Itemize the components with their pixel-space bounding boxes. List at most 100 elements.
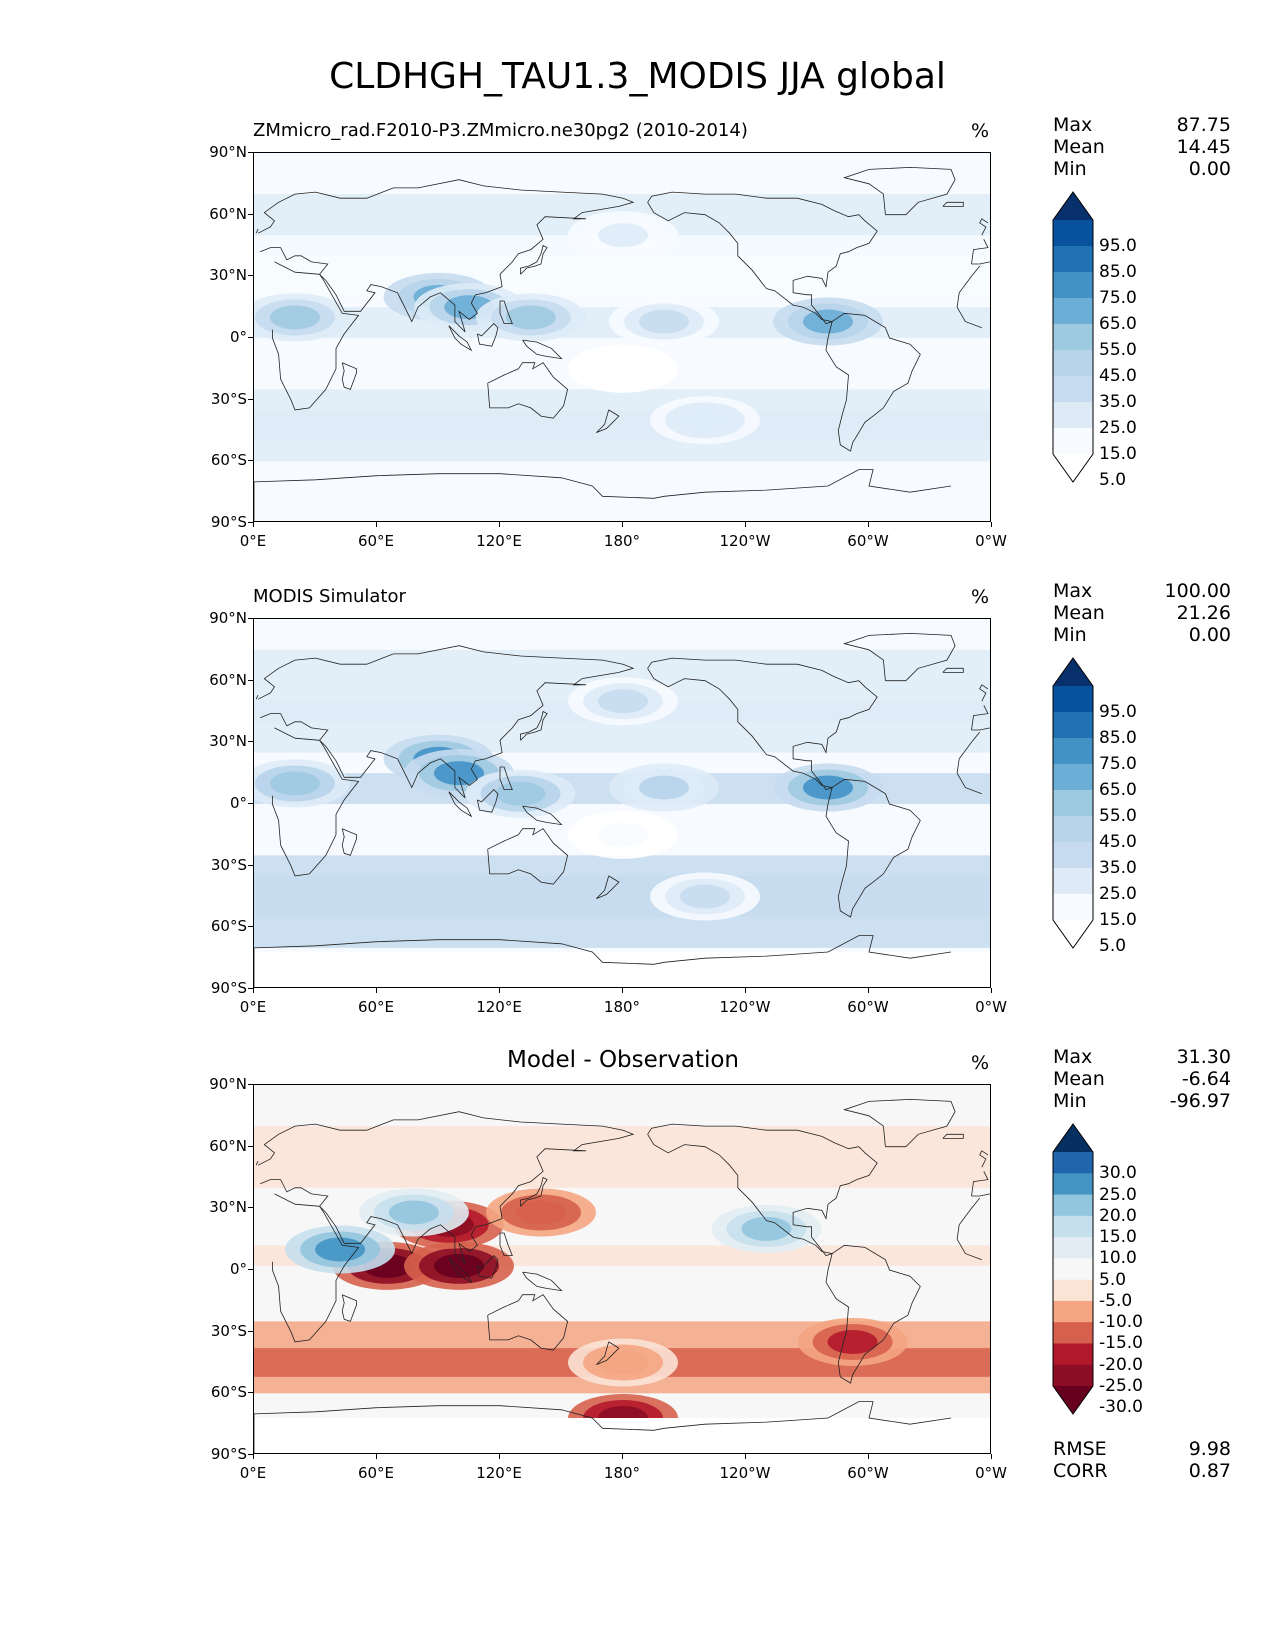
- colorbar-segment: [1053, 764, 1093, 791]
- x-tick-mark: [991, 988, 992, 993]
- field-feature: [434, 761, 484, 786]
- coastline-borneo: [477, 789, 499, 813]
- y-tick-mark: [248, 1269, 253, 1270]
- y-tick-label: 0°: [229, 1260, 247, 1278]
- panel-title: Model - Observation: [506, 1047, 740, 1073]
- coastline-sumatra: [448, 791, 473, 818]
- x-tick-mark: [868, 1454, 869, 1459]
- map-panel-3[interactable]: [253, 1084, 991, 1454]
- stat-min-label: Min: [1053, 1090, 1087, 1112]
- coastline-southAmerica: [825, 778, 921, 918]
- x-tick-label: 120°W: [719, 532, 771, 550]
- y-tick-label: 90°N: [209, 143, 247, 161]
- colorbar-tick-label: 35.0: [1099, 858, 1137, 878]
- field-feature: [270, 771, 320, 796]
- y-tick-label: 60°S: [210, 917, 247, 936]
- colorbar-segment: [1053, 246, 1093, 273]
- field-feature: [680, 884, 730, 909]
- missing-data-region: [254, 952, 990, 987]
- field-feature: [495, 781, 546, 806]
- x-tick-label: 180°: [603, 1464, 641, 1482]
- map-field: [254, 1085, 990, 1453]
- stat-mean-value: -6.64: [1181, 1068, 1231, 1090]
- colorbar-tick-label: 95.0: [1099, 702, 1137, 722]
- y-tick-label: 60°N: [209, 1136, 247, 1155]
- colorbar-segment: [1053, 1258, 1093, 1281]
- missing-data-region: [254, 1418, 990, 1453]
- colorbar-tick-label: -15.0: [1099, 1333, 1143, 1354]
- y-tick-mark: [248, 1084, 253, 1085]
- coastline-antarctica: [254, 469, 952, 521]
- unit-label: %: [971, 1052, 990, 1074]
- y-tick-mark: [248, 988, 253, 989]
- stat-corr-label: CORR: [1053, 1460, 1108, 1482]
- map-panel-1[interactable]: [253, 152, 991, 522]
- y-tick-label: 30°S: [210, 855, 247, 874]
- colorbar-segment: [1053, 1173, 1093, 1196]
- coastline-greenland: [842, 1098, 956, 1148]
- coastline-borneo: [477, 323, 499, 347]
- x-tick-mark: [868, 522, 869, 527]
- panel-title: MODIS Simulator: [253, 586, 406, 607]
- x-tick-label: 0°W: [975, 998, 1007, 1016]
- x-tick-label: 60°W: [847, 1464, 889, 1482]
- coastline-madagascar: [341, 362, 357, 390]
- colorbar-outline: [1052, 1123, 1094, 1415]
- coastline-uk: [255, 1150, 989, 1168]
- field-band: [254, 875, 990, 918]
- colorbar-tick-label: 5.0: [1099, 936, 1127, 956]
- field-feature: [598, 356, 648, 381]
- colorbar-segment: [1053, 894, 1093, 921]
- y-tick-label: 60°N: [209, 204, 247, 223]
- coastline-northAmerica: [647, 191, 878, 325]
- colorbar-segment: [1053, 298, 1093, 325]
- colorbar-segment: [1053, 1343, 1093, 1366]
- coastline-iceland: [942, 1133, 964, 1139]
- colorbar-tick-label: 20.0: [1099, 1205, 1137, 1226]
- y-tick-mark: [248, 460, 253, 462]
- field-feature: [639, 775, 689, 800]
- x-tick-label: 120°W: [719, 998, 771, 1016]
- stat-mean-label: Mean: [1053, 602, 1105, 624]
- y-tick-label: 30°S: [210, 389, 247, 408]
- field-band: [254, 1126, 990, 1188]
- colorbar-segment: [1053, 1300, 1093, 1323]
- coastline-newGuinea: [522, 339, 563, 360]
- colorbar-segment: [1053, 868, 1093, 895]
- stat-mean-value: 21.26: [1176, 602, 1231, 624]
- colorbar-segment: [1053, 712, 1093, 739]
- colorbar-tick-label: -5.0: [1099, 1290, 1133, 1311]
- x-tick-label: 60°E: [357, 998, 395, 1016]
- stat-rmse-label: RMSE: [1053, 1438, 1107, 1460]
- y-tick-mark: [248, 522, 253, 523]
- coastline-japan: [520, 1176, 548, 1207]
- y-tick-mark: [248, 275, 253, 277]
- colorbar-tick-label: -30.0: [1099, 1397, 1143, 1418]
- coastline-southAmerica: [825, 312, 921, 452]
- colorbar: [1052, 657, 1094, 949]
- x-tick-mark: [745, 522, 746, 527]
- coastline-eurasia: [257, 1111, 990, 1265]
- y-tick-label: 30°N: [209, 266, 247, 285]
- y-tick-label: 0°: [229, 794, 247, 812]
- x-tick-label: 120°E: [476, 1464, 522, 1482]
- x-tick-mark: [376, 522, 377, 527]
- colorbar-tick-label: 5.0: [1099, 470, 1127, 490]
- y-tick-mark: [248, 864, 253, 866]
- colorbar-tick-label: 65.0: [1099, 314, 1137, 334]
- field-feature: [827, 1329, 878, 1354]
- colorbar-tick-label: 75.0: [1099, 754, 1137, 774]
- y-tick-mark: [248, 337, 253, 338]
- y-tick-mark: [248, 1454, 253, 1455]
- colorbar-tick-label: 15.0: [1099, 444, 1137, 464]
- map-panel-2[interactable]: [253, 618, 991, 988]
- field-feature: [388, 1200, 439, 1225]
- coastline-eurasia: [257, 645, 990, 799]
- map-field: [254, 153, 990, 521]
- colorbar-tick-label: 75.0: [1099, 288, 1137, 308]
- y-tick-label: 60°S: [210, 1383, 247, 1402]
- x-tick-label: 0°W: [975, 532, 1007, 550]
- colorbar-segment: [1053, 220, 1093, 247]
- y-tick-label: 90°S: [210, 513, 247, 531]
- y-tick-label: 30°N: [209, 732, 247, 751]
